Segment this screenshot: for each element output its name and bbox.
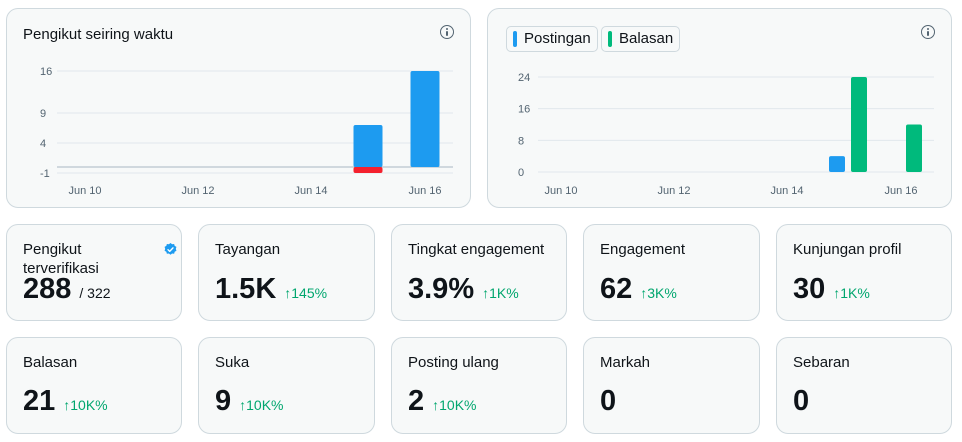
bar[interactable] bbox=[353, 125, 383, 167]
activity-y-ticks: 24 16 8 0 bbox=[518, 72, 530, 179]
stat-label: Balasan bbox=[23, 354, 78, 371]
stat-number: 30 bbox=[793, 273, 826, 305]
stat-number: 21 bbox=[23, 385, 56, 417]
stat-card-likes[interactable]: Suka 9 ↑10K% bbox=[198, 337, 375, 434]
stat-number: 9 bbox=[215, 385, 232, 417]
stat-card-engagement[interactable]: Engagement 62 ↑3K% bbox=[583, 224, 760, 321]
stat-card-engagement-rate[interactable]: Tingkat engagement 3.9% ↑1K% bbox=[391, 224, 567, 321]
followers-chart: 16 9 4 -1 Jun 10 Jun 12 Jun 14 Jun 16 bbox=[40, 66, 453, 197]
stat-value: 62 ↑3K% bbox=[600, 273, 677, 306]
stat-value: 2 ↑10K% bbox=[408, 385, 477, 418]
activity-chart-card: Postingan Balasan 24 16 8 0 Jun 10 Jun 12 Jun… bbox=[487, 8, 952, 208]
stat-number: 1.5K bbox=[215, 273, 277, 305]
stat-label: Posting ulang bbox=[408, 354, 499, 371]
stat-value: 0 bbox=[600, 385, 616, 418]
activity-grid bbox=[538, 76, 934, 173]
legend-balasan[interactable]: Balasan bbox=[601, 26, 681, 52]
y-tick-label: -1 bbox=[40, 168, 50, 180]
followers-grid bbox=[57, 70, 453, 174]
followers-x-ticks: Jun 10 Jun 12 Jun 14 Jun 16 bbox=[68, 185, 441, 197]
legend-swatch-postingan bbox=[513, 31, 517, 47]
stat-value: 21 ↑10K% bbox=[23, 385, 108, 418]
stat-label: Kunjungan profil bbox=[793, 241, 902, 258]
y-tick-label: 4 bbox=[40, 138, 46, 150]
bar[interactable] bbox=[353, 167, 383, 173]
stat-value: 9 ↑10K% bbox=[215, 385, 284, 418]
stat-label: Markah bbox=[600, 354, 651, 371]
x-tick-label: Jun 16 bbox=[884, 185, 917, 197]
verified-badge-icon bbox=[164, 242, 177, 255]
stat-delta: ↑10K% bbox=[63, 397, 108, 413]
y-tick-label: 9 bbox=[40, 108, 46, 120]
x-tick-label: Jun 16 bbox=[408, 185, 441, 197]
stat-card-verified-followers[interactable]: Pengikut terverifikasi 288 / 322 bbox=[6, 224, 182, 321]
stat-card-profile-visits[interactable]: Kunjungan profil 30 ↑1K% bbox=[776, 224, 952, 321]
followers-chart-card: Pengikut seiring waktu 16 9 4 -1 Jun 10 Jun … bbox=[6, 8, 471, 208]
stat-card-replies[interactable]: Balasan 21 ↑10K% bbox=[6, 337, 182, 434]
stat-delta: ↑1K% bbox=[482, 285, 519, 301]
stat-label: Suka bbox=[215, 354, 250, 371]
legend-label-balasan: Balasan bbox=[619, 30, 674, 47]
arrow-up-icon: ↑ bbox=[63, 397, 71, 413]
arrow-up-icon: ↑ bbox=[284, 285, 292, 301]
stat-label: Tingkat engagement bbox=[408, 241, 545, 258]
arrow-up-icon: ↑ bbox=[482, 285, 490, 301]
y-tick-label: 0 bbox=[518, 167, 524, 179]
bar[interactable] bbox=[829, 156, 845, 172]
x-tick-label: Jun 10 bbox=[544, 185, 577, 197]
stat-value: 0 bbox=[793, 385, 809, 418]
stat-delta: ↑1K% bbox=[833, 285, 870, 301]
legend-swatch-balasan bbox=[608, 31, 612, 47]
arrow-up-icon: ↑ bbox=[640, 285, 648, 301]
x-tick-label: Jun 12 bbox=[181, 185, 214, 197]
stat-delta: ↑10K% bbox=[432, 397, 477, 413]
stat-delta: ↑3K% bbox=[640, 285, 677, 301]
arrow-up-icon: ↑ bbox=[833, 285, 841, 301]
followers-bars bbox=[353, 71, 440, 173]
stat-delta: ↑10K% bbox=[239, 397, 284, 413]
stat-number: 3.9% bbox=[408, 273, 475, 305]
stat-number: 0 bbox=[600, 385, 617, 417]
stat-number: 288 bbox=[23, 273, 72, 305]
info-icon[interactable] bbox=[921, 25, 935, 39]
stat-card-bookmarks[interactable]: Markah 0 bbox=[583, 337, 760, 434]
stat-label: Tayangan bbox=[215, 241, 281, 258]
x-tick-label: Jun 14 bbox=[294, 185, 327, 197]
y-tick-label: 16 bbox=[518, 104, 530, 116]
activity-x-ticks: Jun 10 Jun 12 Jun 14 Jun 16 bbox=[544, 185, 917, 197]
stat-card-impressions[interactable]: Tayangan 1.5K ↑145% bbox=[198, 224, 375, 321]
stat-label: Engagement bbox=[600, 241, 686, 258]
info-icon[interactable] bbox=[440, 25, 454, 39]
activity-chart: 24 16 8 0 Jun 10 Jun 12 Jun 14 Jun 16 bbox=[518, 72, 934, 197]
y-tick-label: 24 bbox=[518, 72, 530, 84]
stat-value: 30 ↑1K% bbox=[793, 273, 870, 306]
bar[interactable] bbox=[906, 124, 922, 173]
x-tick-label: Jun 12 bbox=[657, 185, 690, 197]
stat-value: 3.9% ↑1K% bbox=[408, 273, 519, 306]
stat-delta: ↑145% bbox=[284, 285, 328, 301]
followers-y-ticks: 16 9 4 -1 bbox=[40, 66, 52, 180]
stat-value: 1.5K ↑145% bbox=[215, 273, 327, 306]
stat-label: Pengikut terverifikasi bbox=[23, 241, 99, 277]
activity-bars bbox=[829, 77, 922, 172]
bar[interactable] bbox=[851, 77, 867, 172]
followers-chart-title: Pengikut seiring waktu bbox=[23, 26, 174, 43]
arrow-up-icon: ↑ bbox=[239, 397, 247, 413]
arrow-up-icon: ↑ bbox=[432, 397, 440, 413]
stat-card-shares[interactable]: Sebaran 0 bbox=[776, 337, 952, 434]
bar[interactable] bbox=[410, 71, 440, 167]
x-tick-label: Jun 14 bbox=[770, 185, 803, 197]
stat-card-reposts[interactable]: Posting ulang 2 ↑10K% bbox=[391, 337, 567, 434]
stat-label: Sebaran bbox=[793, 354, 850, 371]
stat-number: 2 bbox=[408, 385, 425, 417]
y-tick-label: 16 bbox=[40, 66, 52, 78]
stat-number: 62 bbox=[600, 273, 633, 305]
legend-label-postingan: Postingan bbox=[524, 30, 591, 47]
y-tick-label: 8 bbox=[518, 135, 524, 147]
legend-postingan[interactable]: Postingan bbox=[506, 26, 598, 52]
x-tick-label: Jun 10 bbox=[68, 185, 101, 197]
stat-number: 0 bbox=[793, 385, 810, 417]
stat-total: / 322 bbox=[79, 285, 111, 301]
stat-value: 288 / 322 bbox=[23, 273, 111, 306]
